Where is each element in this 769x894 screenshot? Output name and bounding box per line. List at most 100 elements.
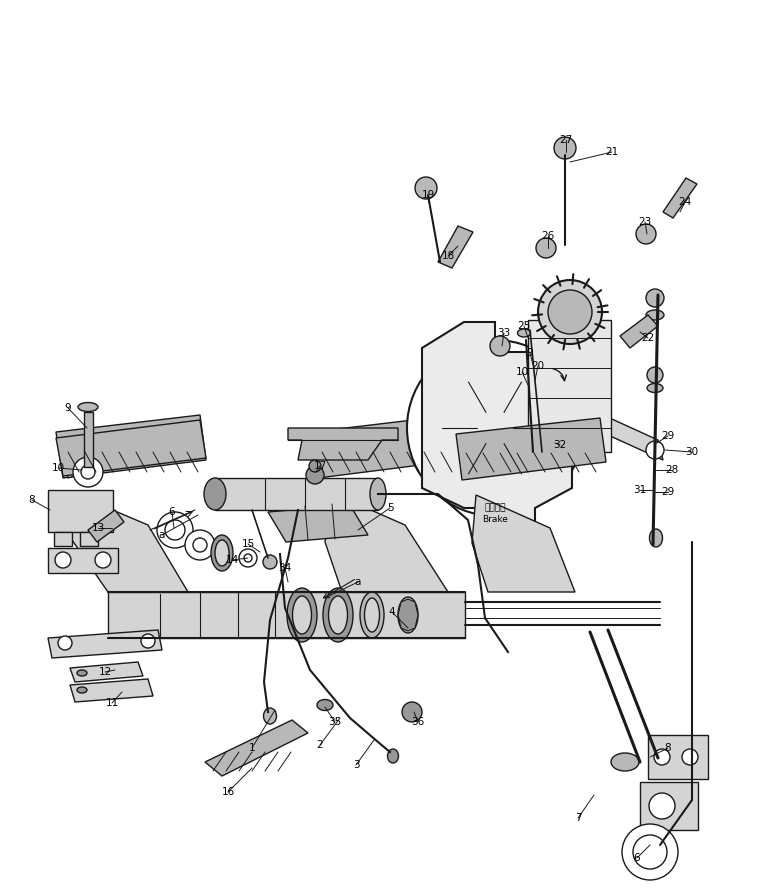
Text: 8: 8 — [28, 495, 35, 505]
Circle shape — [440, 373, 550, 483]
Polygon shape — [268, 505, 368, 542]
Text: 13: 13 — [92, 523, 105, 533]
Text: 10: 10 — [52, 463, 65, 473]
Polygon shape — [472, 495, 575, 592]
Bar — [648, 735, 708, 779]
Text: 22: 22 — [641, 333, 654, 343]
Text: 8: 8 — [664, 743, 671, 753]
Polygon shape — [205, 720, 308, 776]
Polygon shape — [56, 415, 206, 478]
Circle shape — [646, 441, 664, 459]
Bar — [54, 532, 72, 546]
Circle shape — [244, 554, 252, 562]
Text: 35: 35 — [328, 717, 341, 727]
Circle shape — [407, 340, 583, 516]
Text: 29: 29 — [661, 431, 674, 441]
Circle shape — [633, 835, 667, 869]
Polygon shape — [70, 492, 188, 592]
Text: 33: 33 — [498, 328, 511, 338]
Bar — [84, 412, 93, 467]
Polygon shape — [70, 662, 143, 682]
Circle shape — [239, 549, 257, 567]
Circle shape — [654, 749, 670, 765]
Circle shape — [95, 552, 111, 568]
Ellipse shape — [204, 478, 226, 510]
Ellipse shape — [323, 588, 353, 642]
Text: 14: 14 — [225, 555, 238, 565]
Ellipse shape — [328, 596, 348, 634]
Circle shape — [58, 636, 72, 650]
Text: 3: 3 — [353, 760, 359, 770]
Ellipse shape — [78, 402, 98, 411]
Ellipse shape — [292, 596, 311, 634]
Text: 23: 23 — [638, 217, 651, 227]
Polygon shape — [288, 428, 398, 460]
Circle shape — [682, 749, 698, 765]
Text: 11: 11 — [105, 698, 118, 708]
Ellipse shape — [77, 687, 87, 693]
Circle shape — [157, 512, 193, 548]
Bar — [640, 782, 698, 830]
Ellipse shape — [370, 478, 386, 510]
Circle shape — [185, 530, 215, 560]
Circle shape — [81, 465, 95, 479]
Text: 9: 9 — [65, 403, 72, 413]
Text: 6: 6 — [634, 853, 641, 863]
Text: 15: 15 — [241, 539, 255, 549]
Text: 25: 25 — [518, 321, 531, 331]
Circle shape — [263, 555, 277, 569]
Circle shape — [649, 793, 675, 819]
Circle shape — [402, 702, 422, 722]
Polygon shape — [88, 510, 124, 542]
Text: 26: 26 — [541, 231, 554, 241]
Text: 21: 21 — [605, 147, 618, 157]
Circle shape — [141, 634, 155, 648]
Text: 6: 6 — [168, 507, 175, 517]
Text: 32: 32 — [554, 440, 567, 450]
Text: 4: 4 — [388, 607, 395, 617]
Ellipse shape — [611, 753, 639, 771]
Text: a: a — [355, 577, 361, 587]
Text: ブレーキ: ブレーキ — [484, 503, 506, 512]
Polygon shape — [620, 315, 658, 348]
Text: 29: 29 — [661, 487, 674, 497]
Text: 7: 7 — [574, 813, 581, 823]
Polygon shape — [422, 322, 572, 538]
Polygon shape — [108, 592, 465, 638]
Text: Brake: Brake — [482, 516, 508, 525]
Text: 24: 24 — [678, 197, 691, 207]
Ellipse shape — [264, 708, 277, 724]
Text: 5: 5 — [387, 503, 393, 513]
Circle shape — [193, 538, 207, 552]
Polygon shape — [48, 630, 162, 658]
Polygon shape — [312, 415, 460, 478]
Circle shape — [636, 224, 656, 244]
Polygon shape — [663, 178, 697, 218]
Circle shape — [309, 460, 321, 472]
Polygon shape — [456, 418, 606, 480]
Circle shape — [622, 824, 678, 880]
Text: 16: 16 — [221, 787, 235, 797]
Text: 12: 12 — [98, 667, 112, 677]
Ellipse shape — [646, 310, 664, 320]
Ellipse shape — [317, 699, 333, 711]
Text: 19: 19 — [421, 190, 434, 200]
Ellipse shape — [215, 540, 229, 566]
Text: 27: 27 — [559, 135, 573, 145]
Ellipse shape — [650, 529, 663, 547]
Bar — [80, 532, 98, 546]
Text: 10: 10 — [515, 367, 528, 377]
Ellipse shape — [360, 592, 384, 638]
Circle shape — [306, 466, 324, 484]
Polygon shape — [63, 436, 80, 478]
Circle shape — [165, 520, 185, 540]
Circle shape — [647, 367, 663, 383]
Circle shape — [415, 177, 437, 199]
Text: 36: 36 — [411, 717, 424, 727]
Polygon shape — [570, 400, 663, 460]
Ellipse shape — [287, 588, 317, 642]
Text: 2: 2 — [317, 740, 323, 750]
Polygon shape — [325, 492, 448, 592]
Bar — [528, 320, 611, 452]
Circle shape — [536, 238, 556, 258]
